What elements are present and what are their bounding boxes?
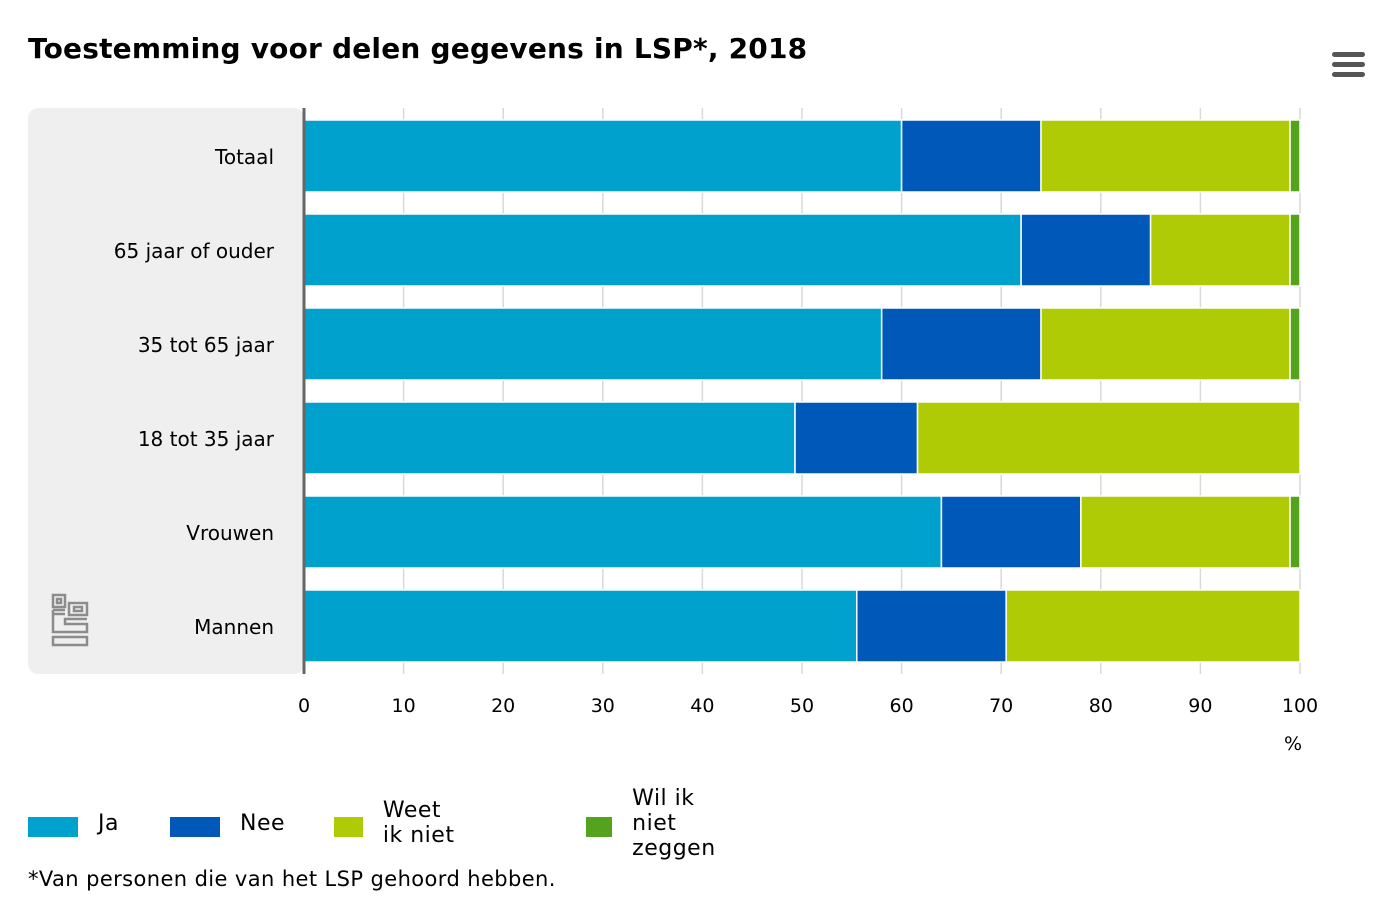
bar-vrouwen-weet-ik-niet[interactable] (1080, 495, 1291, 569)
cbs-logo-icon (51, 593, 89, 647)
bar-mannen-nee[interactable] (856, 589, 1007, 663)
legend-item-ja[interactable]: Ja (28, 806, 119, 840)
hamburger-menu-icon[interactable] (1328, 50, 1368, 84)
legend-label-nee: Nee (240, 810, 286, 836)
bar-mannen-weet-ik-niet[interactable] (1005, 589, 1301, 663)
legend-label-wil-ik-niet-zeggen: Wil ik niet zeggen (632, 785, 716, 861)
bar-totaal-nee[interactable] (900, 119, 1042, 193)
bar-35-tot-65-jaar-nee[interactable] (880, 307, 1042, 381)
legend-label-ja: Ja (98, 810, 119, 836)
category-label-totaal: Totaal (214, 145, 274, 169)
x-tick-label-40: 40 (690, 695, 714, 717)
legend-swatch-nee (170, 817, 220, 837)
category-label-18-tot-35-jaar: 18 tot 35 jaar (138, 427, 275, 451)
bar-18-tot-35-jaar-ja[interactable] (303, 401, 796, 475)
legend-item-nee[interactable]: Nee (170, 806, 285, 840)
bar-35-tot-65-jaar-ja[interactable] (303, 307, 883, 381)
category-label-mannen: Mannen (194, 615, 274, 639)
legend-swatch-wil-ik-niet-zeggen (586, 817, 613, 837)
bar-35-tot-65-jaar-weet-ik-niet[interactable] (1040, 307, 1291, 381)
category-label-65-jaar-of-ouder: 65 jaar of ouder (114, 239, 275, 263)
bar-65-jaar-of-ouder-weet-ik-niet[interactable] (1149, 213, 1291, 287)
bar-18-tot-35-jaar-weet-ik-niet[interactable] (916, 401, 1301, 475)
x-tick-label-30: 30 (591, 695, 615, 717)
x-tick-label-20: 20 (491, 695, 515, 717)
x-axis-label: % (1284, 733, 1302, 755)
legend-label-weet-ik-niet: Weet ik niet (382, 798, 455, 848)
footnote: *Van personen die van het LSP gehoord he… (28, 867, 556, 891)
bar-mannen-ja[interactable] (303, 589, 858, 663)
bar-vrouwen-nee[interactable] (940, 495, 1082, 569)
bar-totaal-weet-ik-niet[interactable] (1040, 119, 1291, 193)
legend-swatch-weet-ik-niet (334, 817, 363, 837)
category-label-vrouwen: Vrouwen (186, 521, 274, 545)
x-tick-label-0: 0 (298, 695, 310, 717)
gridlines (402, 108, 1301, 674)
category-panel-background (28, 108, 304, 674)
x-tick-label-90: 90 (1188, 695, 1212, 717)
bar-65-jaar-of-ouder-ja[interactable] (303, 213, 1022, 287)
x-tick-label-10: 10 (392, 695, 416, 717)
bar-vrouwen-wil-ik-niet-zeggen[interactable] (1289, 495, 1301, 569)
bars (303, 119, 1301, 663)
chart-plot: Totaal 65 jaar of ouder 35 tot 65 jaar 18 t… (28, 108, 1318, 755)
x-tick-labels: 0 10 20 30 40 50 60 70 80 90 100 (298, 695, 1318, 717)
bar-vrouwen-ja[interactable] (303, 495, 943, 569)
bar-18-tot-35-jaar-nee[interactable] (794, 401, 919, 475)
x-tick-label-80: 80 (1089, 695, 1113, 717)
x-tick-label-60: 60 (890, 695, 914, 717)
bar-65-jaar-of-ouder-wil-ik-niet-zeggen[interactable] (1289, 213, 1301, 287)
legend-item-wil-ik-niet-zeggen[interactable]: Wil ik niet zeggen (586, 786, 740, 861)
x-tick-label-100: 100 (1282, 695, 1318, 717)
legend-swatch-ja (28, 817, 78, 837)
bar-65-jaar-of-ouder-nee[interactable] (1020, 213, 1152, 287)
x-tick-label-50: 50 (790, 695, 814, 717)
category-label-35-tot-65-jaar: 35 tot 65 jaar (138, 333, 275, 357)
legend-item-weet-ik-niet[interactable]: Weet ik niet (334, 798, 462, 848)
bar-totaal-wil-ik-niet-zeggen[interactable] (1289, 119, 1301, 193)
category-labels: Totaal 65 jaar of ouder 35 tot 65 jaar 18 t… (114, 145, 275, 639)
x-tick-label-70: 70 (989, 695, 1013, 717)
chart-title: Toestemming voor delen gegevens in LSP*,… (28, 32, 808, 65)
bar-totaal-ja[interactable] (303, 119, 903, 193)
bar-35-tot-65-jaar-wil-ik-niet-zeggen[interactable] (1289, 307, 1301, 381)
